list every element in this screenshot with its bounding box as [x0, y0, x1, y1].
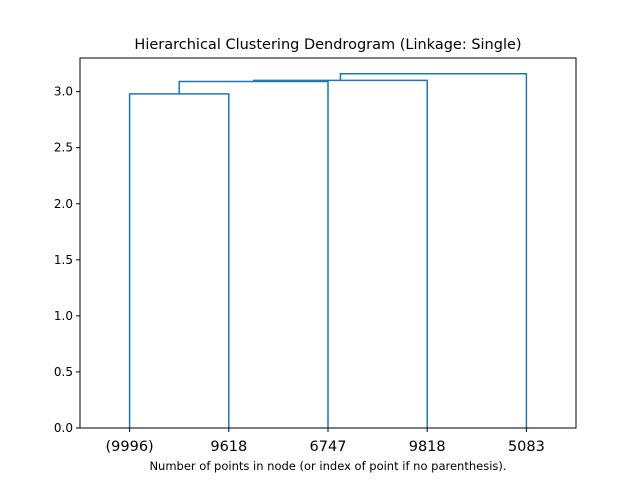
y-axis: 0.0 0.5 1.0 1.5 2.0 2.5 3.0: [54, 85, 80, 435]
x-axis: (9996) 9618 6747 9818 5083: [105, 428, 545, 455]
leaf-label: 5083: [508, 439, 545, 455]
y-tick-label: 1.0: [54, 309, 73, 323]
leaf-label: (9996): [105, 439, 153, 455]
y-tick-label: 1.5: [54, 253, 73, 267]
leaf-label: 9618: [210, 439, 247, 455]
y-tick-label: 2.0: [54, 197, 73, 211]
x-axis-label: Number of points in node (or index of po…: [149, 459, 506, 473]
dendrogram-link: [252, 79, 428, 428]
dendrogram-link: [339, 72, 528, 428]
plot-area: [128, 72, 528, 428]
leaf-label: 9818: [409, 439, 446, 455]
dendrogram-link: [128, 93, 230, 428]
y-tick-label: 3.0: [54, 85, 73, 99]
chart-title: Hierarchical Clustering Dendrogram (Link…: [134, 37, 521, 53]
dendrogram-link: [178, 80, 329, 428]
y-tick-label: 0.5: [54, 365, 73, 379]
y-tick-label: 2.5: [54, 141, 73, 155]
y-tick-label: 0.0: [54, 421, 73, 435]
leaf-label: 6747: [310, 439, 347, 455]
